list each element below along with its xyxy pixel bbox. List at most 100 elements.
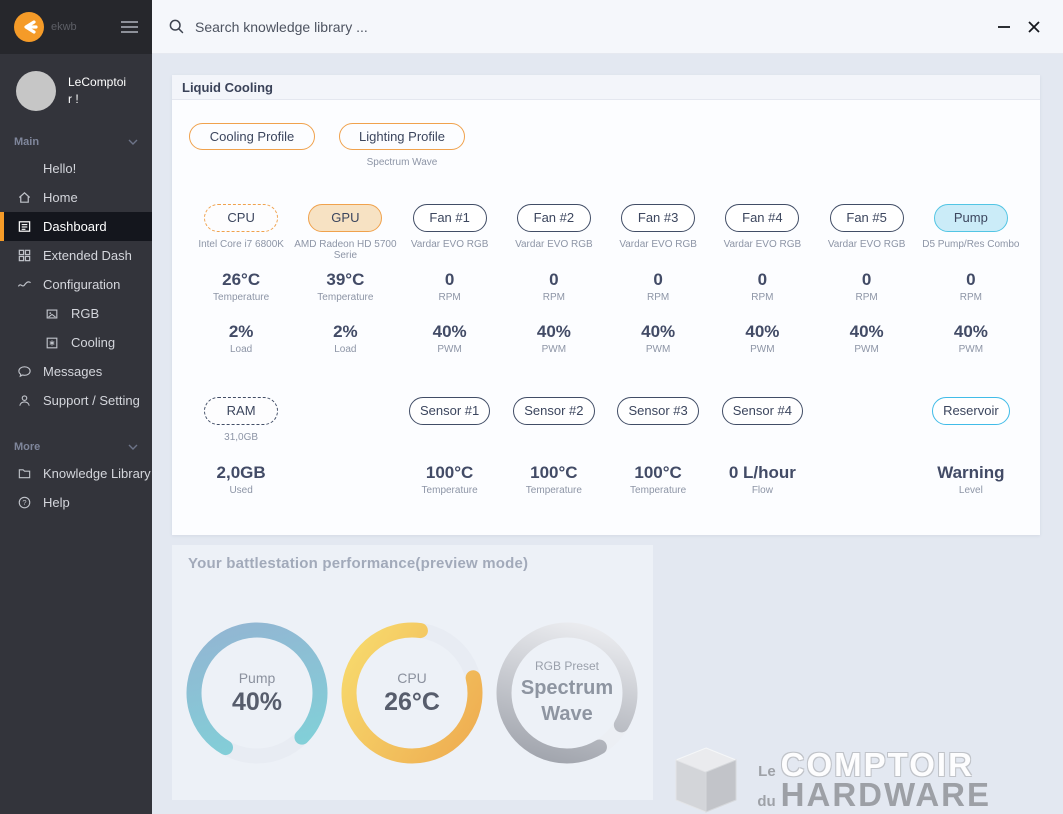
sidebar-section-main[interactable]: Main [0,126,152,154]
metric-label: PWM [750,344,775,355]
metric-label: PWM [958,344,984,355]
metric-value: 100°C [634,463,682,482]
sidebar-item-messages[interactable]: Messages [0,357,152,386]
sensor-subtitle [398,432,502,444]
card-header: Liquid Cooling [172,75,1040,100]
fan5-pill[interactable]: Fan #5 [829,204,904,232]
metric-label: PWM [645,344,671,355]
metric-label: PWM [437,344,462,355]
user-profile[interactable]: LeComptoir ! [0,54,152,126]
metric-label: RPM [959,292,982,303]
metric-label: Load [230,344,253,355]
performance-title: Your battlestation performance(preview m… [188,555,529,572]
fan4-pill[interactable]: Fan #4 [725,204,800,232]
svg-text:?: ? [22,498,26,507]
curve-icon [16,277,32,293]
device-subtitle: Vardar EVO RGB [515,239,593,250]
sidebar-item-help[interactable]: ? Help [0,488,152,517]
metric-label: PWM [854,344,879,355]
metric-value: 40% [953,322,988,341]
sidebar-item-hello[interactable]: Hello! [0,154,152,183]
sidebar-item-label: Messages [43,364,103,379]
metric-label: PWM [541,344,567,355]
fan1-pill[interactable]: Fan #1 [412,204,487,232]
lighting-profile-button[interactable]: Lighting Profile [339,123,465,150]
sidebar-item-cooling[interactable]: Cooling [0,328,152,357]
device-card-cpu: CPU Intel Core i7 6800K 26°C Temperature… [189,204,293,355]
metric-value: 0 [549,270,559,289]
device-subtitle: Vardar EVO RGB [723,239,802,250]
search-bar[interactable] [168,18,989,35]
sidebar-item-configuration[interactable]: Configuration [0,270,152,299]
metric-value: 0 [653,270,663,289]
metric-value: 2,0GB [216,463,266,482]
close-button[interactable] [1019,12,1049,42]
snowflake-icon [44,335,60,351]
ram-pill[interactable]: RAM [204,397,279,425]
sensor-subtitle [502,432,606,444]
device-subtitle: AMD Radeon HD 5700 Serie [294,239,397,261]
avatar [16,71,56,111]
sensor1-pill[interactable]: Sensor #1 [408,397,491,425]
device-subtitle: Intel Core i7 6800K [198,239,284,250]
minimize-button[interactable] [989,12,1019,42]
sidebar-item-support-setting[interactable]: Support / Setting [0,386,152,415]
sidebar-item-label: RGB [71,306,100,321]
minimize-icon [998,25,1010,28]
sensor-card-3: Sensor #3 100°C Temperature [606,397,710,496]
metric-value: 0 [966,270,976,289]
metric-label: Flow [751,485,773,496]
rgb-preset-gauge: RGB Preset Spectrum Wave [496,622,638,764]
sensor2-pill[interactable]: Sensor #2 [513,397,595,425]
device-subtitle: Vardar EVO RGB [410,239,489,250]
gauge-label: Pump [238,669,276,686]
fan3-pill[interactable]: Fan #3 [621,204,696,232]
device-subtitle: D5 Pump/Res Combo [922,239,1020,250]
watermark-comptoir: COMPTOIR [780,745,974,783]
sidebar-item-home[interactable]: Home [0,183,152,212]
search-icon [169,19,184,34]
sensor-card-reservoir: Reservoir Warning Level [919,397,1023,496]
gpu-pill[interactable]: GPU [308,204,383,232]
metric-label: Temperature [525,485,582,496]
metric-label: Temperature [317,292,374,303]
metric-value: 40% [745,322,780,341]
metric-value: 40% [432,322,467,341]
device-card-pump: Pump D5 Pump/Res Combo 0 RPM 40% PWM [919,204,1023,355]
device-grid: CPU Intel Core i7 6800K 26°C Temperature… [189,204,1023,355]
search-input[interactable] [195,18,515,35]
pump-gauge: Pump 40% [186,622,328,764]
metric-value: 40% [849,322,884,341]
fan2-pill[interactable]: Fan #2 [516,204,591,232]
reservoir-pill[interactable]: Reservoir [932,397,1010,425]
cpu-pill[interactable]: CPU [204,204,279,232]
metric-label: RPM [542,292,565,303]
sidebar-item-knowledge-library[interactable]: Knowledge Library [0,459,152,488]
sensor4-pill[interactable]: Sensor #4 [721,397,803,425]
sidebar-section-more[interactable]: More [0,431,152,459]
hamburger-menu-icon[interactable] [121,21,138,33]
sensor-subtitle [710,432,814,444]
pump-pill[interactable]: Pump [933,204,1008,232]
sensor-card-2: Sensor #2 100°C Temperature [502,397,606,496]
person-icon [16,393,32,409]
sensor-subtitle [919,432,1023,444]
metric-value: 2% [333,322,358,341]
gauge-value: 26°C [384,687,440,716]
sensor-grid: RAM 31,0GB 2,0GB Used Sensor #1 100°C Te… [189,397,1023,496]
sidebar-item-label: Dashboard [43,219,107,234]
sidebar-item-dashboard[interactable]: Dashboard [0,212,152,241]
metric-value: 26°C [222,270,261,289]
device-subtitle: Vardar EVO RGB [827,239,906,250]
device-card-fan5: Fan #5 Vardar EVO RGB 0 RPM 40% PWM [815,204,919,355]
card-title: Liquid Cooling [182,79,273,95]
sidebar-item-rgb[interactable]: RGB [0,299,152,328]
user-name: LeComptoir ! [68,75,127,106]
metric-value: 0 [861,270,872,289]
sidebar-item-label: Support / Setting [43,393,140,408]
sensor3-pill[interactable]: Sensor #3 [617,397,699,425]
metric-value: 100°C [530,463,578,482]
folder-icon [16,466,32,482]
cooling-profile-button[interactable]: Cooling Profile [189,123,315,150]
sidebar-item-extended-dash[interactable]: Extended Dash [0,241,152,270]
